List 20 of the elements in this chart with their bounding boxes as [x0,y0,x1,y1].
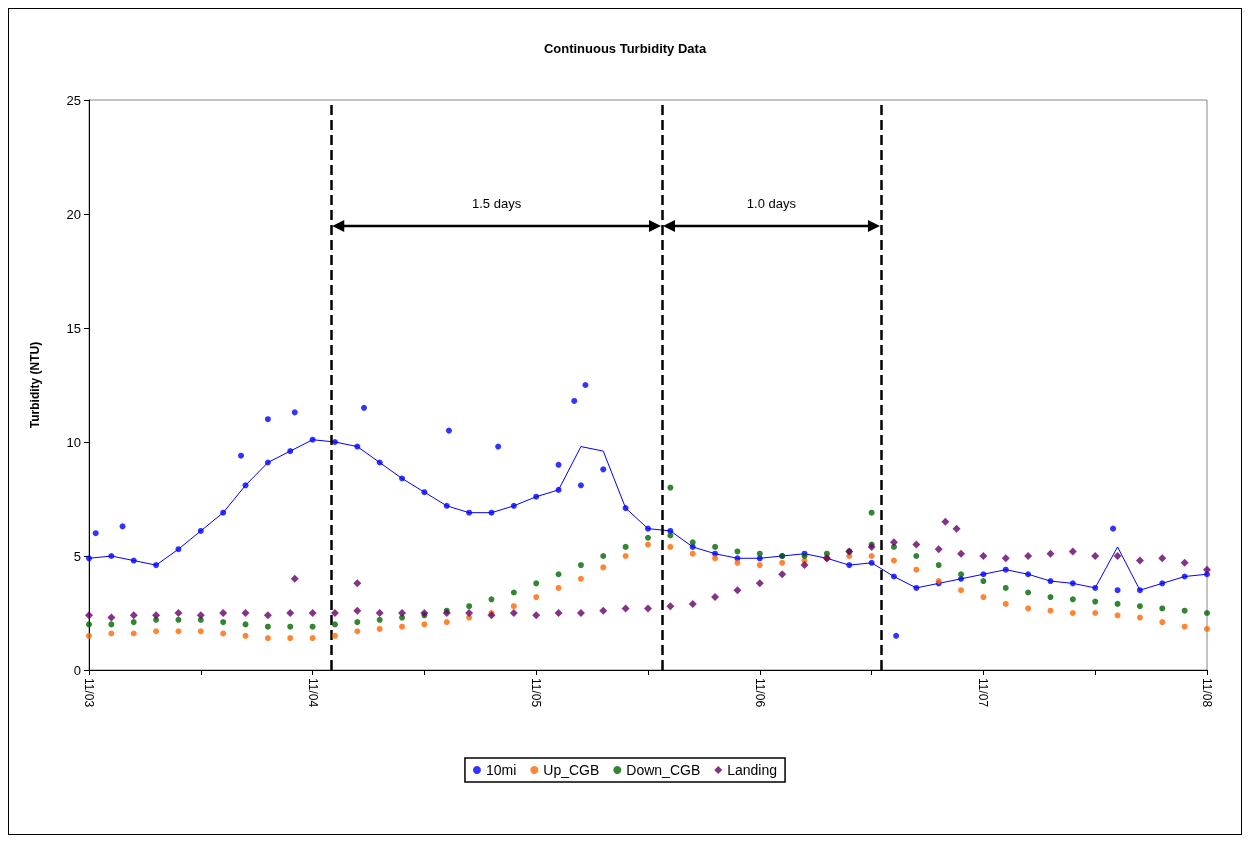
y-axis-title: Turbidity (NTU) [28,341,42,429]
y-tick-label: 10 [66,434,81,450]
y-tick-label: 25 [66,92,81,108]
x-tick-label: 11/04 [305,678,320,708]
x-tick-label: 11/05 [529,678,544,708]
y-tick-label: 15 [66,320,81,336]
x-tick-label: 11/06 [752,678,767,708]
chart-title: Continuous Turbidity Data [543,41,707,56]
y-tick-label: 0 [73,662,81,678]
legend-label: 10mi [485,762,517,778]
x-tick-label: 11/03 [82,678,96,708]
legend-label: Up_CGB [543,762,600,778]
x-tick-label: 11/07 [976,678,991,708]
legend-label: Landing [727,762,778,778]
x-tick-label: 11/08 [1200,678,1214,708]
y-tick-label: 5 [73,548,81,564]
legend-label: Down_CGB [626,762,701,778]
annotation: 1.0 days [746,196,797,211]
annotation: 1.5 days [472,196,522,211]
y-tick-label: 20 [66,206,81,222]
